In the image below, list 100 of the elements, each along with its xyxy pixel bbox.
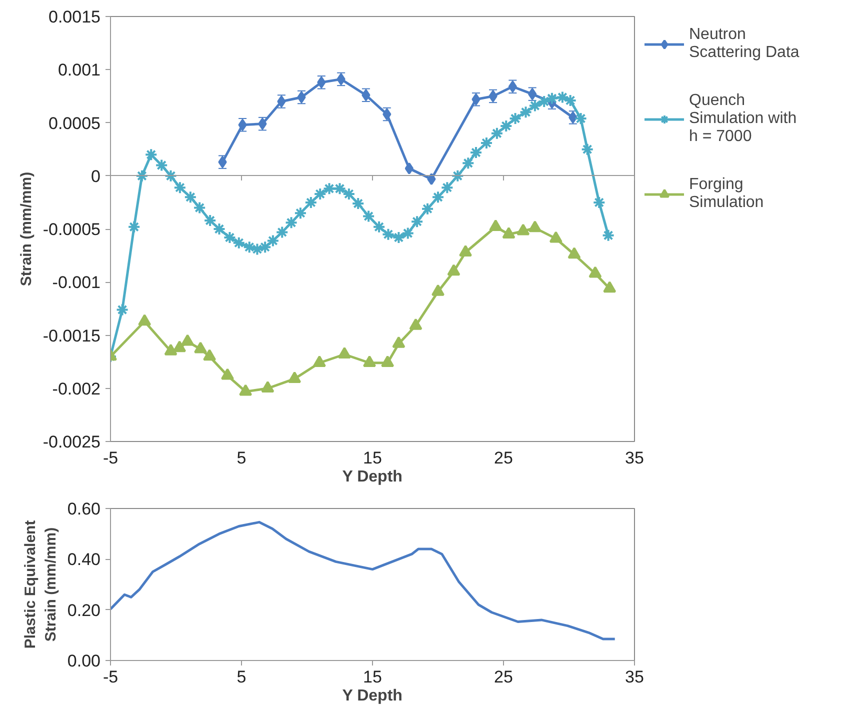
point bbox=[164, 169, 178, 182]
point bbox=[382, 228, 395, 241]
point bbox=[410, 215, 424, 228]
point bbox=[173, 181, 186, 194]
point bbox=[519, 106, 532, 119]
point bbox=[392, 336, 406, 348]
point bbox=[352, 197, 365, 210]
point bbox=[392, 231, 406, 244]
point bbox=[322, 182, 336, 196]
point bbox=[194, 342, 207, 354]
point bbox=[401, 226, 414, 240]
x-tick-label: 25 bbox=[494, 448, 513, 468]
point bbox=[212, 222, 226, 236]
point bbox=[588, 266, 602, 278]
point bbox=[580, 142, 594, 156]
point bbox=[549, 231, 562, 243]
point bbox=[528, 99, 542, 112]
point bbox=[128, 220, 141, 234]
point bbox=[502, 226, 516, 238]
point bbox=[135, 169, 148, 182]
point bbox=[220, 368, 234, 380]
y-axis-title: Strain (mm/mm) bbox=[18, 172, 35, 286]
point bbox=[284, 216, 298, 230]
point bbox=[459, 245, 472, 257]
point bbox=[138, 314, 152, 326]
point bbox=[250, 242, 264, 256]
point bbox=[421, 202, 434, 216]
y-tick-label: 0.00 bbox=[67, 652, 101, 670]
point bbox=[538, 95, 551, 108]
y-tick-label: 0.0015 bbox=[48, 8, 101, 26]
y-axis-title: Plastic Equivalent Strain (mm/mm) bbox=[22, 520, 60, 649]
x-tick-label: 35 bbox=[625, 668, 644, 686]
point bbox=[462, 156, 475, 170]
x-tick-label: 15 bbox=[363, 448, 382, 468]
point bbox=[193, 201, 206, 214]
point bbox=[432, 190, 444, 204]
x-tick-label: -5 bbox=[102, 448, 118, 468]
point bbox=[447, 264, 460, 276]
point bbox=[528, 220, 542, 232]
y-tick-label: 0.60 bbox=[67, 500, 101, 518]
x-axis-title: Y Depth bbox=[342, 468, 402, 486]
point bbox=[556, 90, 569, 104]
y-tick-label: 0.40 bbox=[67, 550, 101, 570]
point bbox=[276, 226, 289, 239]
point bbox=[451, 169, 464, 182]
point bbox=[333, 182, 346, 196]
x-tick-label: 15 bbox=[363, 668, 382, 686]
point bbox=[261, 381, 274, 393]
point bbox=[381, 356, 394, 368]
point bbox=[294, 206, 307, 220]
x-tick-label: 5 bbox=[236, 448, 246, 468]
x-tick-label: -5 bbox=[102, 668, 118, 686]
legend-label: Forging Simulation bbox=[689, 176, 764, 212]
point bbox=[266, 234, 280, 248]
point bbox=[288, 371, 302, 383]
point bbox=[116, 303, 129, 316]
point bbox=[223, 231, 236, 244]
point bbox=[432, 284, 444, 296]
point bbox=[314, 187, 327, 200]
point bbox=[203, 349, 216, 361]
x-tick-label: 5 bbox=[236, 668, 246, 686]
point bbox=[304, 196, 318, 209]
point bbox=[427, 173, 436, 186]
point bbox=[372, 220, 386, 234]
point bbox=[603, 281, 616, 293]
point bbox=[164, 344, 178, 356]
x-tick-label: 35 bbox=[625, 448, 644, 468]
y-tick-label: 0.0005 bbox=[48, 114, 101, 133]
point bbox=[155, 158, 168, 172]
point bbox=[469, 146, 482, 159]
point bbox=[602, 228, 615, 242]
y-tick-label: -0.0005 bbox=[42, 220, 101, 239]
y-tick-label: -0.0015 bbox=[42, 326, 101, 346]
point bbox=[500, 119, 513, 132]
y-tick-label: -0.0025 bbox=[42, 432, 101, 452]
legend-label: Neutron Scattering Data bbox=[689, 26, 800, 62]
legend-label: Quench Simulation with h = 7000 bbox=[689, 92, 797, 146]
point bbox=[362, 356, 376, 368]
y-tick-label: 0.20 bbox=[67, 600, 101, 620]
x-axis-title: Y Depth bbox=[342, 688, 402, 704]
point bbox=[239, 384, 252, 396]
y-tick-label: 0.001 bbox=[58, 60, 101, 80]
point bbox=[574, 112, 588, 125]
y-tick-label: 0 bbox=[91, 166, 101, 186]
point bbox=[184, 190, 197, 204]
point bbox=[232, 236, 246, 250]
point bbox=[508, 112, 522, 125]
point bbox=[404, 162, 414, 174]
point bbox=[516, 224, 530, 236]
point bbox=[592, 196, 606, 209]
point bbox=[181, 334, 194, 346]
point bbox=[312, 356, 326, 368]
point bbox=[338, 347, 351, 359]
point bbox=[440, 181, 454, 194]
point bbox=[489, 220, 502, 232]
point bbox=[409, 318, 422, 330]
point bbox=[342, 187, 356, 200]
point bbox=[242, 240, 256, 254]
point bbox=[173, 340, 186, 352]
point bbox=[362, 210, 376, 223]
